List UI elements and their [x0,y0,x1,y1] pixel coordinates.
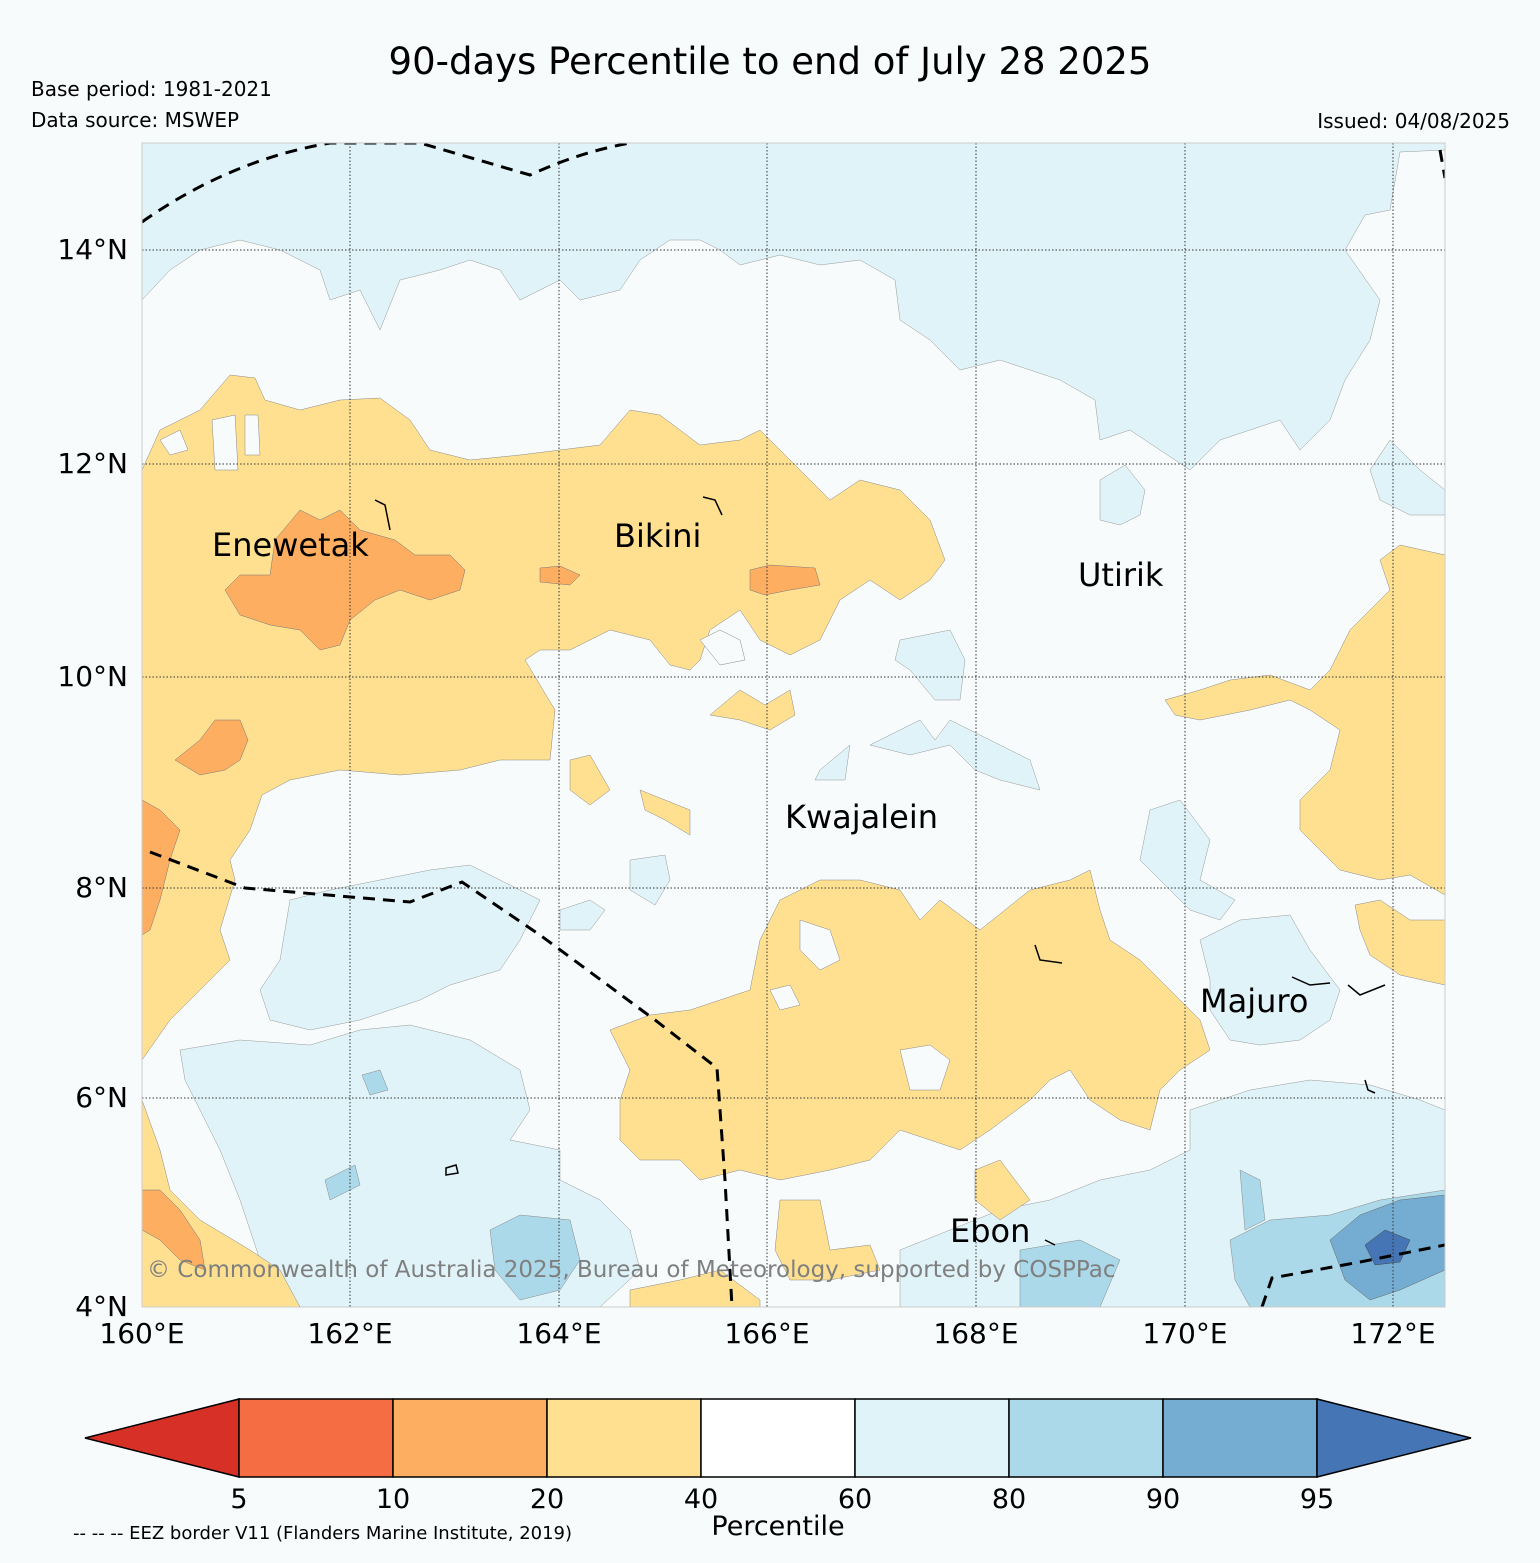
region-dry-mid [709,689,796,731]
atoll-ebon [1044,1239,1056,1246]
atoll-mili [1364,1079,1376,1094]
region-80-90-f [1239,1169,1266,1231]
region-southwest-wet [259,864,541,1031]
atoll-ailinglaplap [445,1164,459,1176]
lat-label-14n: 14°N [57,233,128,266]
region-west-dry-8n [142,799,181,936]
eez-border-northeast [1438,149,1445,179]
lon-label-172e: 172°E [1350,1317,1435,1350]
region-majuro-wet [1199,914,1341,1046]
place-label-ebon: Ebon [950,1212,1030,1250]
region-east-wet-12n [1369,439,1445,516]
region-sw-dry-orange [142,1189,206,1271]
copyright-watermark: © Commonwealth of Australia 2025, Bureau… [147,1257,1116,1283]
lon-label-164e: 164°E [516,1317,601,1350]
lon-label-166e: 166°E [724,1317,809,1350]
place-label-enewetak: Enewetak [212,526,369,564]
region-95-plus [1364,1229,1411,1266]
region-northeast-dry [1164,544,1445,896]
hole-g [899,1044,951,1091]
region-80-90-b [324,1164,361,1201]
region-east-wet-8n [1139,799,1236,921]
place-label-bikini: Bikini [614,517,701,555]
lat-label-12n: 12°N [57,447,128,480]
lon-label-168e: 168°E [933,1317,1018,1350]
colorbar-segment-20-40 [546,1398,702,1478]
lat-label-4n: 4°N [75,1290,128,1323]
region-kwaj-wet-2 [814,744,851,781]
region-enewetak-dry [224,509,466,651]
data-source-text: Data source: MSWEP [31,108,240,132]
percentile-map: © Commonwealth of Australia 2025, Bureau… [57,142,1446,1350]
place-label-majuro: Majuro [1200,982,1308,1020]
region-dry-mid-2 [569,754,611,806]
colorbar-segment-10-20 [392,1398,548,1478]
atoll-majuro [1291,976,1331,986]
colorbar-segment-90-95 [1162,1398,1318,1478]
region-central-dry [609,869,1211,1181]
region-ebon-dry [974,1159,1031,1221]
region-small-wet [559,899,606,931]
region-80-90-d [1019,1239,1121,1307]
colorbar-segment-40-60 [700,1398,856,1478]
colorbar-segment-below-5 [84,1398,240,1478]
eez-border-southeast [1260,1243,1445,1307]
region-wet-mid [894,629,966,701]
map-title: 90-days Percentile to end of July 28 202… [388,40,1152,83]
colorbar-segment-above-95 [1316,1398,1472,1478]
colorbar-segment-5-10 [238,1398,394,1478]
issued-date-text: Issued: 04/08/2025 [1317,109,1510,133]
atoll-enewetak [374,499,391,531]
hole-e [799,919,841,971]
place-label-kwajalein: Kwajalein [785,798,938,836]
base-period-text: Base period: 1981-2021 [31,77,272,101]
region-dry-mid-3 [639,789,691,836]
atoll-arno [1347,984,1386,996]
hole-b [211,414,239,471]
place-label-utirik: Utirik [1078,556,1164,594]
colorbar-label: Percentile [711,1511,845,1542]
atoll-bikini [702,496,723,516]
lon-label-160e: 160°E [99,1317,184,1350]
hole-c [244,414,261,456]
region-north-wet [142,143,1445,471]
map-frame [141,142,1446,1308]
lat-label-6n: 6°N [75,1081,128,1114]
colorbar-segment-60-80 [854,1398,1010,1478]
hole-f [769,984,801,1011]
region-kwaj-wet [869,719,1041,791]
region-80-90-c [489,1214,581,1301]
region-south-dry [774,1199,881,1281]
region-utirik-wet [1099,464,1146,526]
region-east-dry-7n [1354,899,1445,986]
region-west-dry-9n [174,719,249,776]
lon-label-162e: 162°E [307,1317,392,1350]
region-south-dry-2 [629,1269,761,1307]
lon-label-170e: 170°E [1142,1317,1227,1350]
colorbar-segment-80-90 [1008,1398,1164,1478]
atoll-jaluit [1034,944,1063,964]
hole-d [699,629,746,666]
hole-a [159,429,189,456]
eez-legend-note: -- -- -- EEZ border V11 (Flanders Marine… [73,1523,573,1544]
region-small-wet-2 [629,854,671,906]
lat-label-8n: 8°N [75,871,128,904]
region-bikini-dry-2 [539,565,581,586]
lat-label-10n: 10°N [57,660,128,693]
region-80-90-a [361,1069,389,1096]
